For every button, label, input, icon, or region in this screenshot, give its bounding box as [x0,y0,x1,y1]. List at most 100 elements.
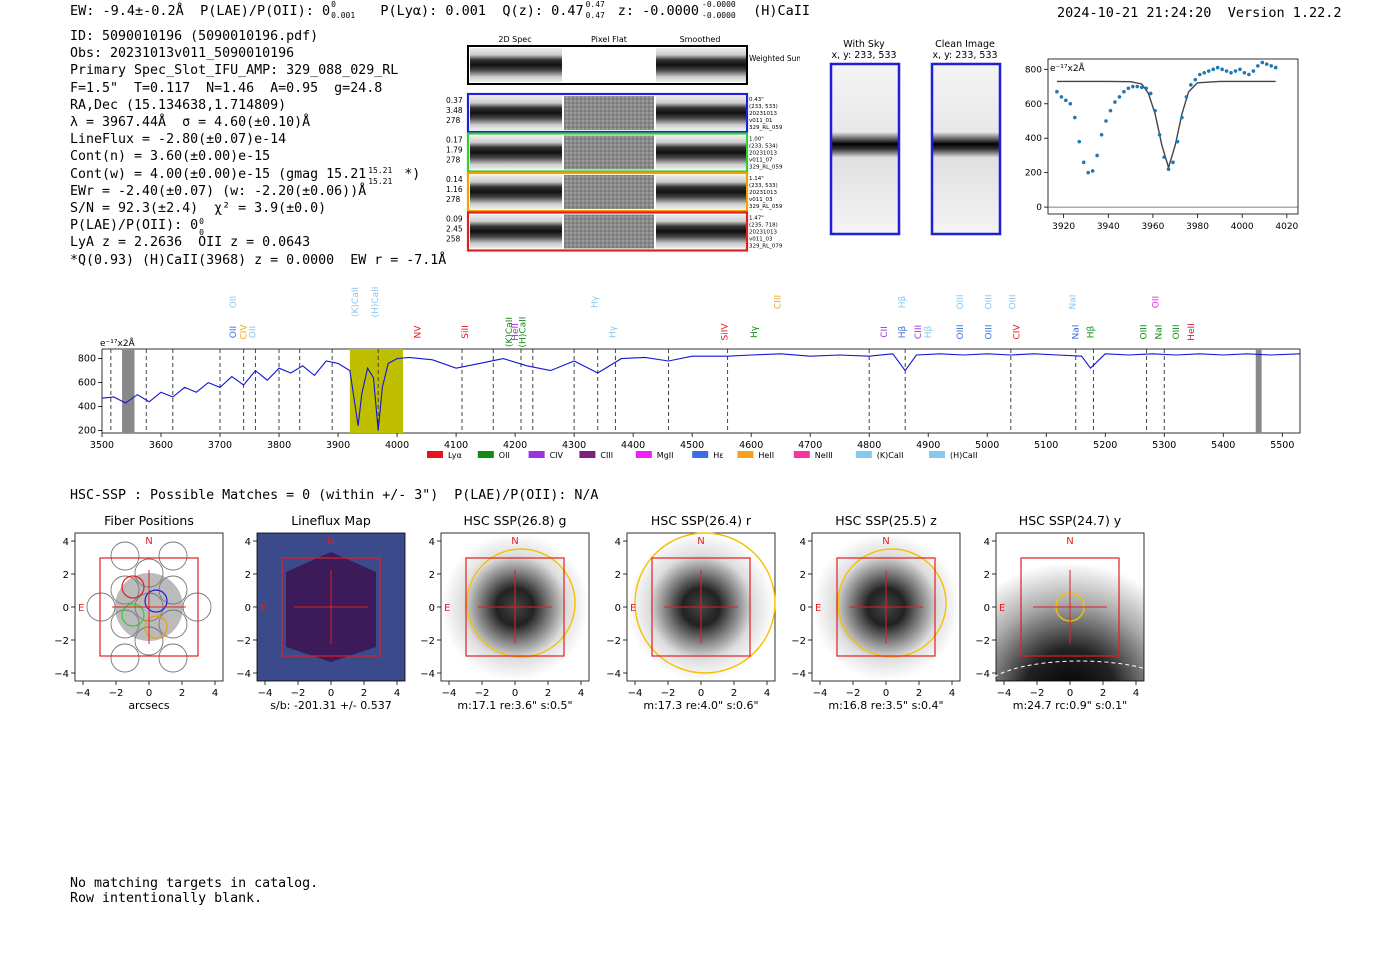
fiber-row-3-right-2: 20231013 [749,230,777,236]
zoom-point-5 [1077,139,1082,144]
header-plae: P(LAE)/P(OII): 0 [200,3,331,19]
spec-xtick-label-9: 4400 [621,440,645,451]
cutout-3-xtick-label-1: −2 [661,688,676,699]
timestamp: 2024-10-21 21:24:20 [1057,5,1212,21]
legend-label-9: (H)CaII [950,451,977,460]
cutout-2-north: N [511,536,518,547]
info-id: ID: 5090010196 (5090010196.pdf) [70,29,319,44]
cutout-2-xtick-label-3: 2 [545,688,551,699]
cutout-1-ytick-label-1: 2 [245,570,251,581]
zoom-point-31 [1193,77,1198,82]
upper-line-label-6: OIII [956,294,966,309]
fiber-row-1-left-0: 0.17 [446,136,463,145]
zoom-point-23 [1157,132,1162,137]
header-qz: Q(z): 0.47 [502,3,584,19]
info-contn: Cont(n) = 3.60(±0.00)e-15 [70,149,271,165]
zoom-point-10 [1099,132,1104,137]
zoom-point-28 [1180,115,1184,120]
cutout-4-xtick-label-1: −2 [846,688,861,699]
lower-line-label-5: (K)CaII [505,317,515,347]
fiber-red [121,575,145,599]
col-header-pixelflat: Pixel Flat [591,35,627,44]
cutout-0-east: E [78,603,84,614]
zoom-point-40 [1233,69,1238,73]
info-radec: RA,Dec (15.134638,1.714809) [70,97,287,113]
clean-title: Clean Image [935,39,995,50]
cutout-1-east: E [260,603,266,614]
cutout-1-xtick-label-4: 4 [394,688,400,699]
spec-xtick-label-3: 3800 [267,440,291,451]
cutout-title-4: HSC SSP(25.5) z [835,513,937,528]
spec-xtick-label-2: 3700 [208,440,232,451]
legend-label-1: OII [499,451,510,460]
cutout-0-xtick-label-0: −4 [76,688,91,699]
spec-xtick-label-15: 5000 [975,440,999,451]
legend-swatch-8 [855,451,872,458]
zoom-ylabel: e⁻¹⁷x2Å [1050,62,1086,74]
cutout-5-ellipse [984,660,1160,715]
fiber-row-0-flat [564,96,654,130]
spec-xtick-label-6: 4100 [444,440,468,451]
fiber-row-2-left-2: 278 [446,195,461,204]
spec-xtick-label-20: 5500 [1270,440,1294,451]
catalog-note-line1: No matching targets in catalog. [70,876,319,891]
fiber-row-2-right-0: 1.14" [749,176,764,182]
hsc-title: HSC-SSP : Possible Matches = 0 (within +… [70,488,599,503]
upper-line-label-2: (K)CaII [351,287,361,317]
lower-line-label-11: CII [880,326,890,338]
spectrum-legend: Lyα OII CIV CIII MgII Hε HeII NeIII (K)CaII (H)Ca… [427,451,977,460]
fiber-row-3-right-4: 329_RL_079 [749,244,783,250]
cutout-title-3: HSC SSP(26.4) r [651,513,752,528]
info-contw-sup: 15.21 [368,165,393,175]
weighted-sum-label-text: Weighted Sum [749,54,800,63]
lower-line-label-19: Hβ [1086,325,1096,338]
version: Version 1.22.2 [1227,5,1342,21]
fiber-row-1-right-0: 1.00" [749,137,764,143]
header-plya: P(Lyα): 0.001 [380,3,487,19]
spec-xtick-label-7: 4200 [503,440,527,451]
fiber-circle-8 [110,541,140,571]
fiber-row-0-right-3: v011_01 [749,118,773,124]
cutout-0-xtick-label-2: 0 [146,688,152,699]
cutout-caption-2: m:17.1 re:3.6" s:0.5" [457,699,572,712]
lower-line-label-18: NaI [1072,325,1082,340]
cutout-1-ytick-label-2: 0 [245,603,251,614]
spec-xtick-label-19: 5400 [1211,440,1235,451]
cutout-title-0: Fiber Positions [104,513,194,528]
lower-line-label-12: Hβ [898,325,908,338]
upper-line-label-3: Hγ [591,295,601,308]
fiber-row-2-left-1: 1.16 [446,185,463,194]
fiber-row-2-right-2: 20231013 [749,190,777,196]
zoom-marks [1048,60,1298,208]
col-header-2dspec: 2D Spec [498,35,531,44]
fiber-row-3-left-1: 2.45 [446,225,463,234]
cutout-4-xtick-label-0: −4 [813,688,828,699]
cutout-1-north: N [327,536,334,547]
header-qz-sub: 0.47 [585,11,605,20]
header-line: (H)CaII [753,3,811,19]
cutout-1-ytick-label-3: −2 [236,636,251,647]
zoom-ytick-label-2: 400 [1025,134,1042,144]
header-ew: EW: -9.4±-0.2Å [70,3,184,19]
spectrum-ylabel: e⁻¹⁷x2Å [100,337,136,349]
sky-panels: With Sky x, y: 233, 533 Clean Image x, y… [829,39,1002,236]
cutout-0-ytick-label-3: −2 [54,636,69,647]
spec-xtick-label-10: 4500 [680,440,704,451]
cutout-4-xtick-label-3: 2 [916,688,922,699]
cutout-5-xtick-label-3: 2 [1100,688,1106,699]
cutout-3-east: E [630,603,636,614]
fiber-row-3-smoothed [656,214,746,249]
cutout-5-xtick-label-4: 4 [1133,688,1139,699]
spectrum-line [101,353,1301,431]
spec-xtick-label-17: 5200 [1093,440,1117,451]
spec-xtick-label-12: 4700 [798,440,822,451]
legend-swatch-1 [477,451,494,458]
cutout-3-xtick-label-4: 4 [764,688,770,699]
zoom-point-25 [1166,167,1171,172]
zoom-point-6 [1081,160,1086,165]
cutout-3-aperture [634,532,776,674]
masked-region-left [122,349,135,433]
legend-label-7: NeIII [815,451,833,460]
fiber-circle-9 [158,541,188,571]
